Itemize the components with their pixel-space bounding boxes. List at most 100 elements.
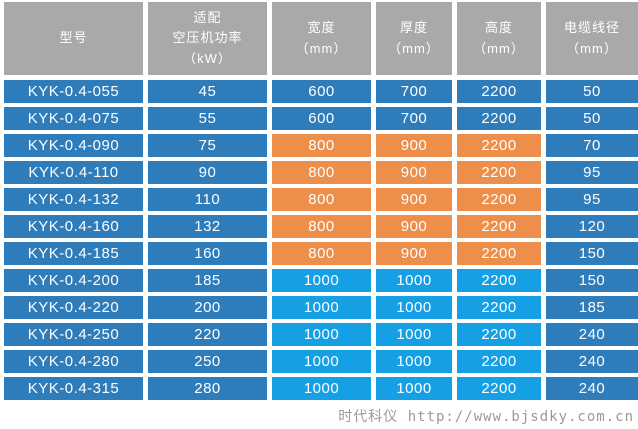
width-cell: 800 [272, 215, 371, 238]
table-row: KYK-0.4-280 250 1000 1000 2200 240 [4, 350, 638, 373]
thickness-cell: 900 [376, 242, 452, 265]
height-cell: 2200 [457, 296, 541, 319]
table-row: KYK-0.4-160 132 800 900 2200 120 [4, 215, 638, 238]
model-cell: KYK-0.4-315 [4, 377, 143, 400]
power-cell: 132 [148, 215, 267, 238]
column-header-line: （mm） [388, 40, 440, 56]
width-cell: 800 [272, 242, 371, 265]
cable-cell: 240 [546, 350, 638, 373]
thickness-cell: 1000 [376, 350, 452, 373]
height-cell: 2200 [457, 161, 541, 184]
power-cell: 45 [148, 80, 267, 103]
model-cell: KYK-0.4-132 [4, 188, 143, 211]
width-cell: 1000 [272, 323, 371, 346]
width-cell: 800 [272, 134, 371, 157]
height-cell: 2200 [457, 350, 541, 373]
width-cell: 600 [272, 80, 371, 103]
table-row: KYK-0.4-132 110 800 900 2200 95 [4, 188, 638, 211]
model-cell: KYK-0.4-160 [4, 215, 143, 238]
width-cell: 800 [272, 188, 371, 211]
thickness-cell: 700 [376, 107, 452, 130]
model-cell: KYK-0.4-075 [4, 107, 143, 130]
height-cell: 2200 [457, 242, 541, 265]
column-header-cable: 电缆线径 （mm） [546, 2, 638, 75]
power-cell: 90 [148, 161, 267, 184]
column-header-line: （mm） [295, 40, 348, 56]
model-cell: KYK-0.4-220 [4, 296, 143, 319]
cable-cell: 70 [546, 134, 638, 157]
column-header-height: 高度 （mm） [457, 2, 541, 75]
height-cell: 2200 [457, 377, 541, 400]
thickness-cell: 1000 [376, 269, 452, 292]
width-cell: 600 [272, 107, 371, 130]
thickness-cell: 900 [376, 215, 452, 238]
column-header-line: （kW） [183, 50, 232, 66]
height-cell: 2200 [457, 215, 541, 238]
power-cell: 160 [148, 242, 267, 265]
watermark: 时代科仪 http://www.bjsdky.com.cn [338, 408, 634, 425]
table-row: KYK-0.4-075 55 600 700 2200 50 [4, 107, 638, 130]
cable-cell: 95 [546, 161, 638, 184]
height-cell: 2200 [457, 188, 541, 211]
model-cell: KYK-0.4-055 [4, 80, 143, 103]
table-header-row: 型号 适配空压机功率 （kW） 宽度 （mm） 厚度 （mm） 高度 （mm） 电缆线径 （mm） [4, 2, 638, 75]
model-cell: KYK-0.4-090 [4, 134, 143, 157]
thickness-cell: 700 [376, 80, 452, 103]
cable-cell: 50 [546, 107, 638, 130]
model-cell: KYK-0.4-280 [4, 350, 143, 373]
model-cell: KYK-0.4-185 [4, 242, 143, 265]
cable-cell: 95 [546, 188, 638, 211]
width-cell: 800 [272, 161, 371, 184]
width-cell: 1000 [272, 377, 371, 400]
column-header-line: 适配 [193, 10, 222, 26]
column-header-line: 宽度 [307, 20, 336, 36]
power-cell: 110 [148, 188, 267, 211]
cable-cell: 120 [546, 215, 638, 238]
table-row: KYK-0.4-315 280 1000 1000 2200 240 [4, 377, 638, 400]
thickness-cell: 900 [376, 161, 452, 184]
height-cell: 2200 [457, 134, 541, 157]
table-row: KYK-0.4-250 220 1000 1000 2200 240 [4, 323, 638, 346]
spec-table: 型号 适配 空压机功率 （kW） 宽度 （mm） 厚度 （mm） 高度 （mm） 电缆线径 （mm） … [4, 2, 638, 400]
thickness-cell: 1000 [376, 296, 452, 319]
column-header-line: （mm） [566, 40, 618, 56]
column-header-line: 厚度 [399, 20, 428, 36]
table-row: KYK-0.4-220 200 1000 1000 2200 185 [4, 296, 638, 319]
table-row: KYK-0.4-090 75 800 900 2200 70 [4, 134, 638, 157]
model-cell: KYK-0.4-250 [4, 323, 143, 346]
power-cell: 75 [148, 134, 267, 157]
column-header-line: 高度 [484, 20, 513, 36]
table-row: KYK-0.4-185 160 800 900 2200 150 [4, 242, 638, 265]
column-header-line: 型号 [59, 30, 88, 46]
thickness-cell: 900 [376, 134, 452, 157]
table-body: KYK-0.4-055 45 600 700 2200 50 KYK-0.4-0… [4, 80, 638, 400]
cable-cell: 50 [546, 80, 638, 103]
column-header-line: 电缆线径 [563, 20, 620, 36]
column-header-depth: 厚度 （mm） [376, 2, 452, 75]
thickness-cell: 1000 [376, 377, 452, 400]
column-header-model: 型号 [4, 2, 143, 75]
power-cell: 55 [148, 107, 267, 130]
width-cell: 1000 [272, 296, 371, 319]
column-header-line: 空压机功率 [172, 30, 243, 46]
width-cell: 1000 [272, 269, 371, 292]
cable-cell: 240 [546, 377, 638, 400]
column-header-power: 适配空压机功率 （kW） [148, 2, 267, 75]
column-header-line: （mm） [473, 40, 525, 56]
power-cell: 220 [148, 323, 267, 346]
height-cell: 2200 [457, 107, 541, 130]
power-cell: 250 [148, 350, 267, 373]
height-cell: 2200 [457, 323, 541, 346]
thickness-cell: 900 [376, 188, 452, 211]
table-row: KYK-0.4-055 45 600 700 2200 50 [4, 80, 638, 103]
power-cell: 280 [148, 377, 267, 400]
table-row: KYK-0.4-200 185 1000 1000 2200 150 [4, 269, 638, 292]
cable-cell: 240 [546, 323, 638, 346]
width-cell: 1000 [272, 350, 371, 373]
model-cell: KYK-0.4-110 [4, 161, 143, 184]
power-cell: 185 [148, 269, 267, 292]
table-row: KYK-0.4-110 90 800 900 2200 95 [4, 161, 638, 184]
height-cell: 2200 [457, 269, 541, 292]
model-cell: KYK-0.4-200 [4, 269, 143, 292]
